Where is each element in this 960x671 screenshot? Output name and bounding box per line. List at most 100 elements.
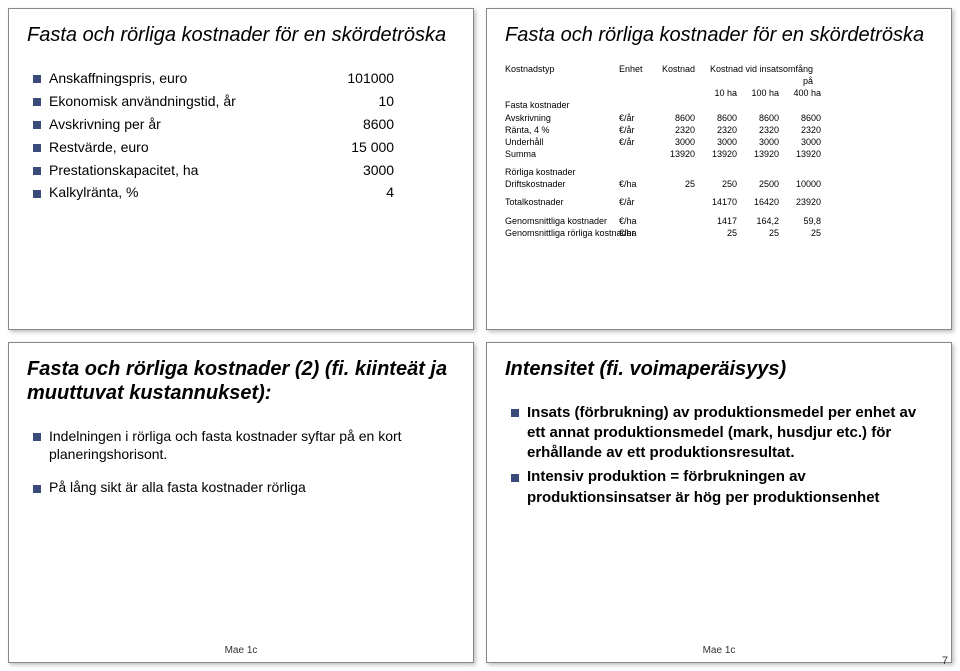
list-item: På lång sikt är alla fasta kostnader rör… <box>33 478 455 497</box>
row-unit: €/ha <box>619 178 653 190</box>
hdr-span: Kostnad vid insatsomfång på <box>699 63 813 87</box>
item-label: Prestationskapacitet, ha <box>49 161 198 180</box>
row-v3: 23920 <box>783 196 821 208</box>
row-v1: 25 <box>699 227 737 239</box>
row-unit: €/år <box>619 124 653 136</box>
list-item: Avskrivning per år 8600 <box>33 115 455 134</box>
item-label: Restvärde, euro <box>49 138 149 157</box>
list-item: Kalkylränta, %4 <box>33 183 455 202</box>
row-v1: 1417 <box>699 215 737 227</box>
list-item: Anskaffningspris, euro 101000 <box>33 69 455 88</box>
row-v1: 13920 <box>699 148 737 160</box>
page-number: 7 <box>942 655 948 667</box>
row-name: Underhåll <box>505 136 615 148</box>
row-v3: 8600 <box>783 112 821 124</box>
table-row: Totalkostnader €/år 14170 16420 23920 <box>505 196 933 208</box>
item-value: 15 000 <box>351 138 394 157</box>
slide-3: Fasta och rörliga kostnader (2) (fi. kii… <box>8 342 474 664</box>
item-label: Avskrivning per år <box>49 115 161 134</box>
row-name: Genomsnittliga rörliga kostnader <box>505 227 615 239</box>
row-v1: 14170 <box>699 196 737 208</box>
row-v1: 250 <box>699 178 737 190</box>
hdr-kostnadstyp: Kostnadstyp <box>505 63 615 87</box>
table-subheader-row: 10 ha 100 ha 400 ha <box>505 87 933 99</box>
cost-table: Kostnadstyp Enhet Kostnad Kostnad vid in… <box>505 63 933 239</box>
row-unit: €/år <box>619 112 653 124</box>
item-value: 8600 <box>363 115 394 134</box>
row-v3: 13920 <box>783 148 821 160</box>
row-v3: 3000 <box>783 136 821 148</box>
table-row: Genomsnittliga kostnader €/ha 1417 164,2… <box>505 215 933 227</box>
row-v2: 25 <box>741 227 779 239</box>
section-label-row: Fasta kostnader <box>505 99 933 111</box>
item-label: Ekonomisk användningstid, år <box>49 92 236 111</box>
row-v2: 2500 <box>741 178 779 190</box>
bullet-text: Indelningen i rörliga och fasta kostnade… <box>49 428 402 463</box>
row-v1: 2320 <box>699 124 737 136</box>
list-item: Insats (förbrukning) av produktionsmedel… <box>511 403 933 464</box>
list-item: Restvärde, euro 15 000 <box>33 138 455 157</box>
sub-100ha: 100 ha <box>741 87 779 99</box>
slide-4-list: Insats (förbrukning) av produktionsmedel… <box>511 399 933 512</box>
row-unit <box>619 148 653 160</box>
table-row: Summa 13920 13920 13920 13920 <box>505 148 933 160</box>
slide-3-list: Indelningen i rörliga och fasta kostnade… <box>33 423 455 502</box>
var-label: Rörliga kostnader <box>505 166 615 178</box>
row-v2: 3000 <box>741 136 779 148</box>
slide-footer: Mae 1c <box>225 645 258 656</box>
row-v2: 16420 <box>741 196 779 208</box>
row-v3: 25 <box>783 227 821 239</box>
table-row: Avskrivning €/år 8600 8600 8600 8600 <box>505 112 933 124</box>
row-v0: 13920 <box>657 148 695 160</box>
slide-1-title: Fasta och rörliga kostnader för en skörd… <box>27 23 455 47</box>
slide-1: Fasta och rörliga kostnader för en skörd… <box>8 8 474 330</box>
row-v0: 2320 <box>657 124 695 136</box>
row-v2: 2320 <box>741 124 779 136</box>
sub-400ha: 400 ha <box>783 87 821 99</box>
slide-4: Intensitet (fi. voimaperäisyys) Insats (… <box>486 342 952 664</box>
slide-2: Fasta och rörliga kostnader för en skörd… <box>486 8 952 330</box>
slide-grid: Fasta och rörliga kostnader för en skörd… <box>0 0 960 671</box>
row-name: Summa <box>505 148 615 160</box>
row-v0: 8600 <box>657 112 695 124</box>
row-name: Genomsnittliga kostnader <box>505 215 615 227</box>
fixed-label: Fasta kostnader <box>505 99 615 111</box>
table-header-row: Kostnadstyp Enhet Kostnad Kostnad vid in… <box>505 63 933 87</box>
row-unit: €/år <box>619 196 653 208</box>
row-v3: 10000 <box>783 178 821 190</box>
item-value: 4 <box>386 183 394 202</box>
item-label: Anskaffningspris, euro <box>49 69 187 88</box>
item-value: 10 <box>379 92 395 111</box>
slide-3-title: Fasta och rörliga kostnader (2) (fi. kii… <box>27 357 455 405</box>
row-v1: 8600 <box>699 112 737 124</box>
slide-2-title: Fasta och rörliga kostnader för en skörd… <box>505 23 933 47</box>
row-v2: 8600 <box>741 112 779 124</box>
hdr-kostnad: Kostnad <box>657 63 695 87</box>
list-item: Prestationskapacitet, ha 3000 <box>33 161 455 180</box>
list-item: Ekonomisk användningstid, år 10 <box>33 92 455 111</box>
row-name: Avskrivning <box>505 112 615 124</box>
row-name: Driftskostnader <box>505 178 615 190</box>
slide-1-list: Anskaffningspris, euro 101000 Ekonomisk a… <box>33 65 455 206</box>
bullet-text: På lång sikt är alla fasta kostnader rör… <box>49 479 306 495</box>
row-v1: 3000 <box>699 136 737 148</box>
row-v3: 2320 <box>783 124 821 136</box>
row-name: Totalkostnader <box>505 196 615 208</box>
table-row: Ränta, 4 % €/år 2320 2320 2320 2320 <box>505 124 933 136</box>
row-unit: €/år <box>619 136 653 148</box>
bullet-text: Intensiv produktion = förbrukningen av p… <box>527 468 880 505</box>
slide-footer: Mae 1c <box>703 645 736 656</box>
row-v2: 13920 <box>741 148 779 160</box>
item-value: 101000 <box>347 69 394 88</box>
item-value: 3000 <box>363 161 394 180</box>
list-item: Indelningen i rörliga och fasta kostnade… <box>33 427 455 465</box>
row-v0: 25 <box>657 178 695 190</box>
section-label-row: Rörliga kostnader <box>505 166 933 178</box>
slide-4-title: Intensitet (fi. voimaperäisyys) <box>505 357 933 381</box>
row-unit: €/ha <box>619 215 653 227</box>
row-unit: €/ha <box>619 227 653 239</box>
table-row: Genomsnittliga rörliga kostnader €/ha 25… <box>505 227 933 239</box>
sub-10ha: 10 ha <box>699 87 737 99</box>
hdr-enhet: Enhet <box>619 63 653 87</box>
row-name: Ränta, 4 % <box>505 124 615 136</box>
